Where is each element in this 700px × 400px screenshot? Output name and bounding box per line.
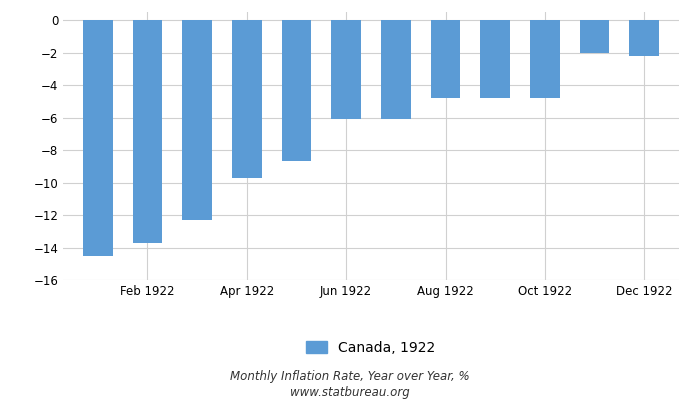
- Bar: [182, 20, 212, 220]
- Bar: [83, 20, 113, 256]
- Bar: [232, 20, 262, 178]
- Bar: [580, 20, 610, 53]
- Bar: [480, 20, 510, 98]
- Bar: [281, 20, 312, 162]
- Bar: [132, 20, 162, 243]
- Text: Monthly Inflation Rate, Year over Year, %: Monthly Inflation Rate, Year over Year, …: [230, 370, 470, 383]
- Text: www.statbureau.org: www.statbureau.org: [290, 386, 410, 399]
- Bar: [381, 20, 411, 119]
- Legend: Canada, 1922: Canada, 1922: [301, 335, 441, 360]
- Bar: [430, 20, 461, 98]
- Bar: [629, 20, 659, 56]
- Bar: [331, 20, 361, 119]
- Bar: [530, 20, 560, 98]
